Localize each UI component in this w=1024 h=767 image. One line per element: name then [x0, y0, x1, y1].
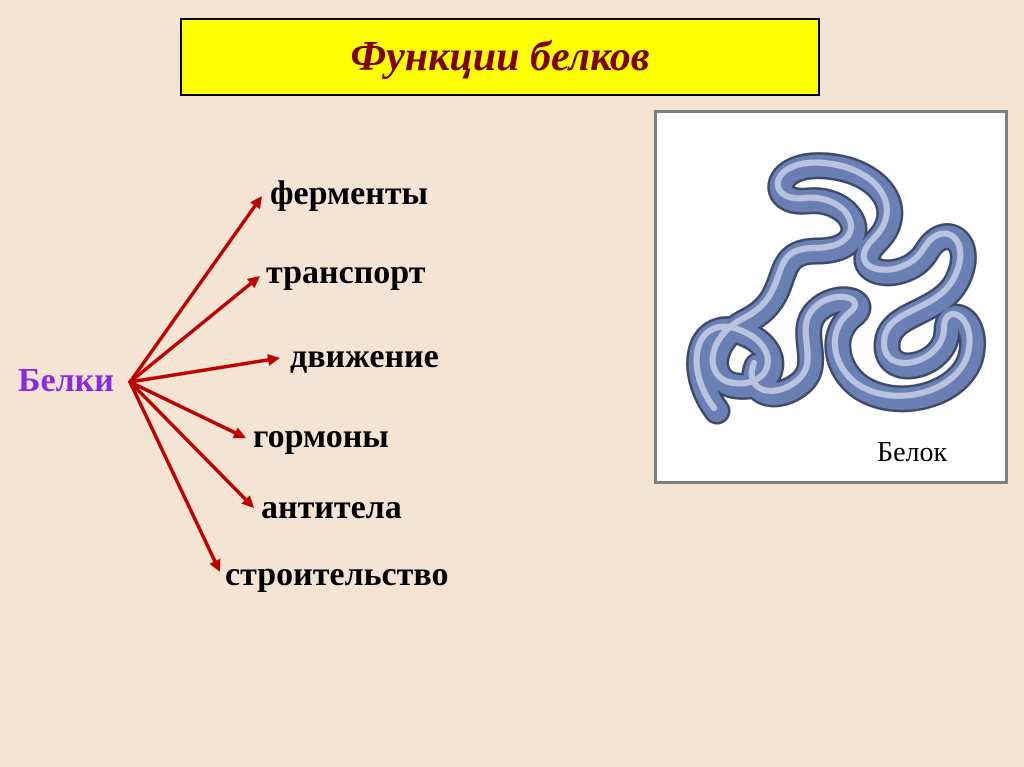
protein-caption: Белок	[877, 437, 947, 469]
title-text: Функции белков	[350, 33, 649, 81]
title-box: Функции белков	[180, 18, 820, 96]
function-label: гормоны	[253, 418, 389, 456]
function-label: антитела	[261, 489, 402, 527]
function-label: транспорт	[266, 254, 425, 292]
function-label: строительство	[225, 556, 448, 594]
function-label: ферменты	[270, 175, 428, 213]
root-label: Белки	[18, 362, 114, 400]
protein-illustration	[677, 131, 987, 431]
function-label: движение	[290, 338, 439, 376]
slide: Функции белков Белки ферменты транспорт дв…	[0, 0, 1024, 767]
protein-card: Белок	[654, 110, 1008, 484]
